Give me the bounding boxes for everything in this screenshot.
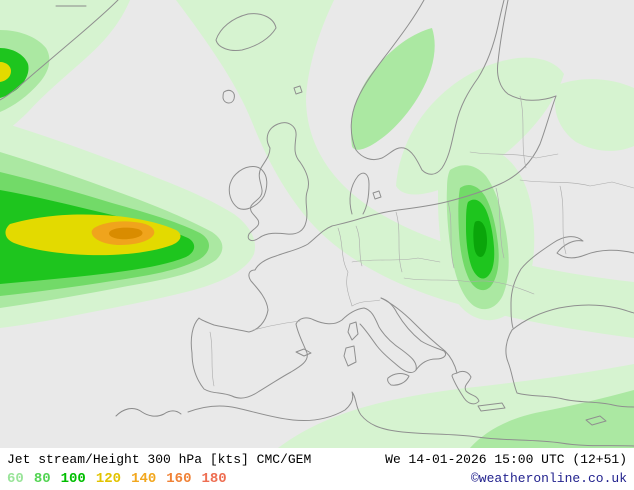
coastline-greenland: [0, 0, 119, 101]
border-baltic-states: [519, 95, 527, 169]
coastline-crete: [477, 402, 506, 412]
coastline-ireland: [228, 166, 268, 210]
border-east-horizontal: [519, 179, 634, 189]
coastline-greece: [451, 370, 480, 405]
jet-band-pale-topright: [554, 79, 634, 151]
coastline-continent-west: [190, 217, 365, 399]
coastline-gulf-of-finland: [497, 0, 557, 101]
faroe-islands: [293, 85, 303, 95]
border-alps: [351, 299, 381, 307]
coastline-great-britain: [247, 122, 310, 242]
coastline-denmark: [349, 172, 370, 215]
border-belarus: [469, 151, 559, 159]
border-poland-east: [447, 201, 455, 269]
coastline-turkey-west: [505, 329, 634, 408]
border-portugal: [209, 331, 215, 387]
coastline-sardinia: [343, 345, 357, 367]
border-ukraine-west: [495, 187, 505, 259]
valid-time-label: We 14-01-2026 15:00 UTC (12+51): [385, 452, 627, 467]
jet-band-pale-scandinavia: [396, 57, 564, 195]
border-benelux: [355, 225, 363, 267]
border-france-east: [337, 227, 353, 307]
jet-band-light-scandinavia: [350, 28, 435, 150]
jet-band-darkgreen-east-core: [473, 220, 487, 257]
jet-band-yellow-topleft: [0, 62, 11, 82]
coastline-north-africa: [187, 391, 634, 447]
footer-title-row: Jet stream/Height 300 hPa [kts] CMC/GEM …: [7, 451, 627, 469]
danish-island: [372, 190, 382, 200]
coastline-baltic-south: [361, 95, 557, 219]
border-central-europe: [351, 257, 441, 263]
border-danube: [403, 277, 535, 295]
coastline-cyprus: [585, 415, 607, 426]
coastline-iceland: [215, 13, 277, 51]
coastline-corsica: [347, 321, 359, 341]
jet-band-pale-main-diagonal: [176, 0, 634, 338]
legend-value-100: 100: [60, 471, 86, 487]
coastlines: [0, 0, 634, 447]
legend-value-140: 140: [131, 471, 157, 487]
contour-lines: [55, 5, 182, 417]
country-borders: [209, 95, 634, 387]
footer-legend-row: 60 80 100 120 140 160 180 ©weatheronline.co.uk: [7, 470, 627, 488]
weather-map: [0, 0, 634, 448]
copyright-label: ©weatheronline.co.uk: [470, 471, 627, 486]
coastline-black-sea-south: [511, 304, 634, 331]
border-pyrenees: [252, 320, 301, 331]
coastline-italy-south: [415, 340, 447, 371]
border-germany-east: [395, 211, 403, 273]
legend-value-60: 60: [7, 471, 24, 487]
jet-band-green-topleft: [0, 48, 29, 98]
europe-jet-stream-map: [0, 0, 634, 448]
coastline-adriatic-east: [380, 297, 458, 374]
coastline-scandinavia: [350, 0, 505, 175]
legend-value-120: 120: [95, 471, 122, 487]
jet-stream-shading: [0, 0, 634, 448]
contour-squiggle-bottomleft: [115, 408, 182, 417]
coastline-balearics: [295, 348, 312, 357]
legend: 60 80 100 120 140 160 180: [7, 470, 237, 488]
product-label: Jet stream/Height 300 hPa [kts] CMC/GEM: [7, 452, 312, 467]
legend-value-180: 180: [201, 471, 227, 487]
jet-band-light-bottomright: [470, 390, 634, 448]
legend-value-80: 80: [33, 471, 51, 487]
coastline-black-sea-north: [510, 236, 634, 329]
map-footer: Jet stream/Height 300 hPa [kts] CMC/GEM …: [0, 448, 634, 490]
jet-band-darkorange-core: [109, 227, 143, 240]
border-east-vertical: [559, 185, 567, 255]
coastline-sicily: [387, 373, 410, 386]
jet-band-pale-topleft: [0, 0, 130, 136]
legend-value-160: 160: [166, 471, 192, 487]
small-island-north-atlantic: [222, 89, 235, 104]
